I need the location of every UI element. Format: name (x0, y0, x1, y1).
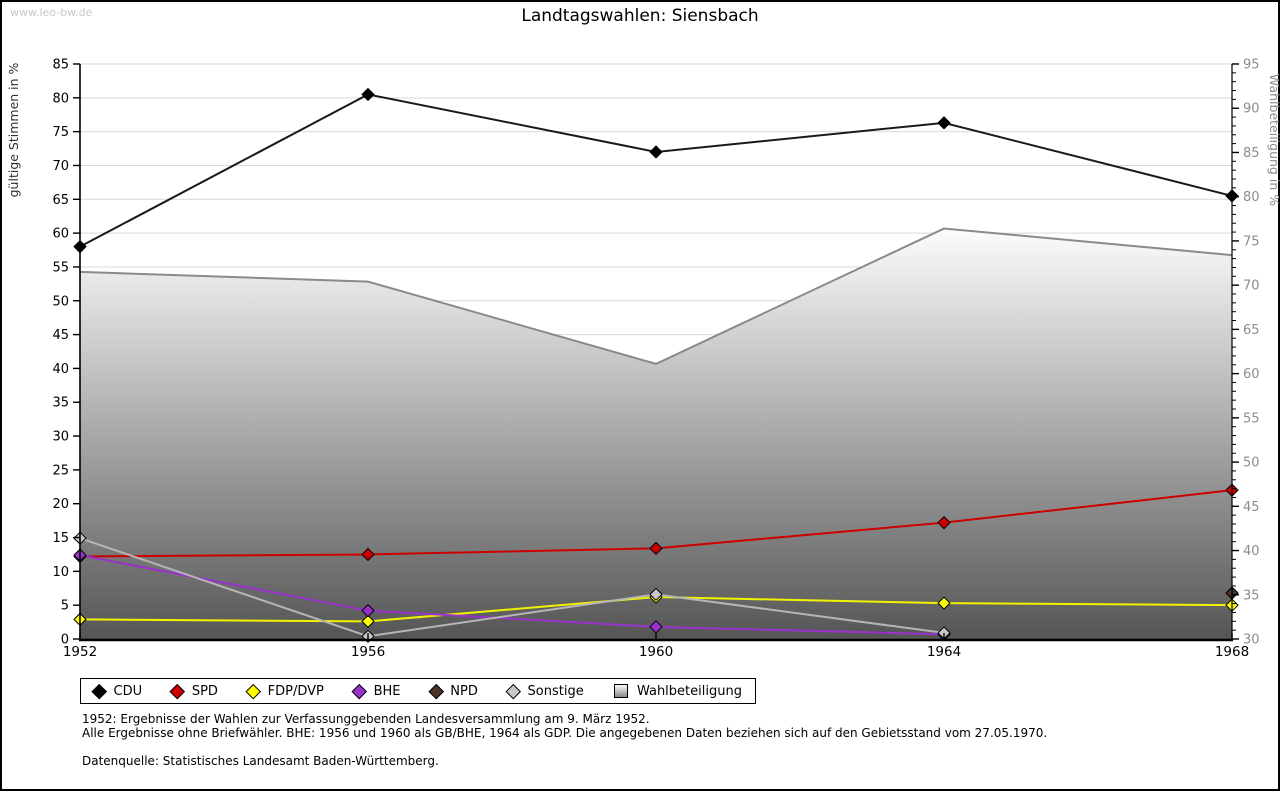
legend-item-sonstige: Sonstige (505, 683, 584, 699)
legend-label-sonstige: Sonstige (527, 683, 584, 699)
watermark: www.leo-bw.de (10, 6, 93, 19)
left-tick-label: 15 (52, 531, 69, 546)
x-tick-label-1956: 1956 (351, 644, 385, 660)
marker-spd-1964 (937, 515, 951, 530)
legend-marker-diamond-spd (170, 683, 186, 699)
left-tick-label: 25 (52, 463, 69, 478)
wahlbeteiligung-line (79, 227, 1233, 365)
left-tick-label: 5 (61, 599, 69, 614)
marker-cdu-1956 (361, 87, 375, 102)
left-axis-title: gültige Stimmen in % (6, 62, 21, 197)
left-tick-label: 35 (52, 396, 69, 411)
legend-label-npd: NPD (450, 683, 478, 699)
right-tick-label: 35 (1243, 588, 1260, 603)
left-tick-label: 50 (52, 294, 69, 309)
left-tick-label: 70 (52, 159, 69, 174)
marker-cdu-1964 (937, 116, 951, 130)
legend-item-cdu: CDU (91, 683, 143, 699)
left-tick-label: 0 (61, 633, 69, 648)
legend-marker-diamond-bhe (351, 683, 367, 699)
x-tick-label-1964: 1964 (927, 644, 961, 660)
marker-bhe-1960 (649, 620, 663, 634)
election-chart: 0 5 10 15 20 25 30 35 40 45 50 55 60 65 70 75 80 85 30 35 40… (6, 58, 1280, 661)
legend-marker-diamond-cdu (91, 683, 107, 699)
series-line-bhe (79, 554, 945, 636)
right-tick-label: 75 (1243, 234, 1260, 249)
legend: CDU SPD FDP/DVP BHE NPD Sonstige Wahlbeteiligu… (80, 678, 756, 704)
legend-item-spd: SPD (170, 683, 218, 699)
left-tick-label: 85 (52, 58, 69, 73)
right-tick-label: 45 (1243, 500, 1260, 515)
right-tick-label: 30 (1243, 633, 1260, 648)
series-line-sonstige (79, 537, 945, 638)
left-tick-label: 60 (52, 227, 69, 242)
marker-spd-1956 (361, 547, 375, 562)
legend-marker-diamond-fdp-dvp (245, 683, 261, 699)
right-tick-label: 95 (1243, 58, 1260, 73)
right-tick-label: 60 (1243, 367, 1260, 382)
marker-bhe-1956 (361, 603, 375, 618)
marker-fdp-dvp-1956 (361, 614, 375, 629)
x-tick-label-1968: 1968 (1215, 644, 1249, 660)
legend-item-npd: NPD (428, 683, 478, 699)
x-tick-label-1952: 1952 (63, 644, 97, 660)
x-tick-label-1960: 1960 (639, 644, 673, 660)
right-tick-label: 85 (1243, 146, 1260, 161)
left-tick-label: 40 (52, 362, 69, 377)
legend-label-fdp-dvp: FDP/DVP (267, 683, 324, 699)
left-tick-label: 45 (52, 328, 69, 343)
legend-item-bhe: BHE (351, 683, 401, 699)
marker-cdu-1960 (649, 145, 663, 159)
left-tick-label: 10 (52, 565, 69, 580)
wahlbeteiligung-area (80, 228, 1232, 640)
legend-marker-diamond-sonstige (505, 683, 521, 699)
footnotes: 1952: Ergebnisse der Wahlen zur Verfassu… (82, 712, 1048, 769)
right-tick-label: 90 (1243, 102, 1260, 117)
left-tick-label: 55 (52, 260, 69, 275)
marker-fdp-dvp-1964 (937, 596, 951, 610)
right-axis-title: Wahlbeteiligung in % (1267, 74, 1280, 206)
right-tick-label: 80 (1243, 190, 1260, 205)
series-line-cdu (79, 93, 1233, 248)
chart-title: Landtagswahlen: Siensbach (521, 6, 759, 26)
legend-item-fdp-dvp: FDP/DVP (245, 683, 324, 699)
footnote-source: Datenquelle: Statistisches Landesamt Bad… (82, 754, 439, 768)
footnote-line-1: 1952: Ergebnisse der Wahlen zur Verfassu… (82, 712, 650, 726)
legend-item-wahlbeteiligung: Wahlbeteiligung (613, 683, 742, 699)
legend-label-bhe: BHE (373, 683, 401, 699)
footnote-line-2: Alle Ergebnisse ohne Briefwähler. BHE: 1… (82, 725, 1048, 740)
right-tick-label: 50 (1243, 456, 1260, 471)
left-tick-label: 80 (52, 91, 69, 106)
right-tick-label: 70 (1243, 279, 1260, 294)
left-tick-label: 30 (52, 430, 69, 445)
legend-label-wahlbeteiligung: Wahlbeteiligung (636, 683, 742, 699)
legend-marker-square-wahlbeteiligung (613, 684, 628, 698)
legend-label-cdu: CDU (113, 683, 143, 699)
marker-spd-1960 (649, 541, 663, 556)
right-tick-label: 65 (1243, 323, 1260, 338)
left-tick-label: 75 (52, 125, 69, 140)
right-tick-label: 40 (1243, 544, 1260, 559)
legend-marker-diamond-npd (428, 683, 444, 699)
legend-label-spd: SPD (191, 683, 218, 699)
right-tick-label: 55 (1243, 411, 1260, 426)
left-tick-label: 20 (52, 497, 69, 512)
marker-sonstige-1960 (649, 587, 663, 602)
left-tick-label: 65 (52, 193, 69, 208)
